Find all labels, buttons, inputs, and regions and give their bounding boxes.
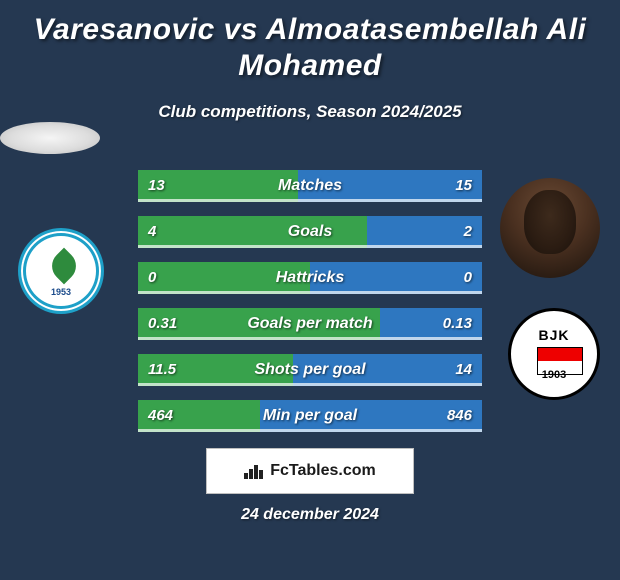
bar-left [138, 262, 310, 294]
value-left: 4 [148, 216, 156, 248]
bar-right [293, 354, 482, 386]
value-right: 0 [464, 262, 472, 294]
value-left: 0.31 [148, 308, 177, 340]
bar-left [138, 216, 367, 248]
stat-row: 00Hattricks [138, 262, 482, 294]
subtitle: Club competitions, Season 2024/2025 [0, 102, 620, 122]
stat-row: 42Goals [138, 216, 482, 248]
comparison-card: Varesanovic vs Almoatasembellah Ali Moha… [0, 0, 620, 580]
value-right: 846 [447, 400, 472, 432]
stat-row: 1315Matches [138, 170, 482, 202]
value-right: 15 [455, 170, 472, 202]
brand-badge: FcTables.com [206, 448, 414, 494]
stat-row: 464846Min per goal [138, 400, 482, 432]
page-title: Varesanovic vs Almoatasembellah Ali Moha… [0, 0, 620, 88]
bar-right [310, 262, 482, 294]
chart-icon [244, 463, 264, 479]
value-left: 0 [148, 262, 156, 294]
value-left: 11.5 [148, 354, 176, 386]
value-right: 2 [464, 216, 472, 248]
stat-row: 11.514Shots per goal [138, 354, 482, 386]
value-right: 0.13 [443, 308, 472, 340]
stats-area: 1315Matches42Goals00Hattricks0.310.13Goa… [0, 170, 620, 446]
brand-text: FcTables.com [270, 462, 376, 480]
stat-row: 0.310.13Goals per match [138, 308, 482, 340]
value-left: 464 [148, 400, 173, 432]
player-left-avatar [0, 122, 100, 154]
value-left: 13 [148, 170, 165, 202]
footer-date: 24 december 2024 [0, 506, 620, 524]
value-right: 14 [455, 354, 472, 386]
